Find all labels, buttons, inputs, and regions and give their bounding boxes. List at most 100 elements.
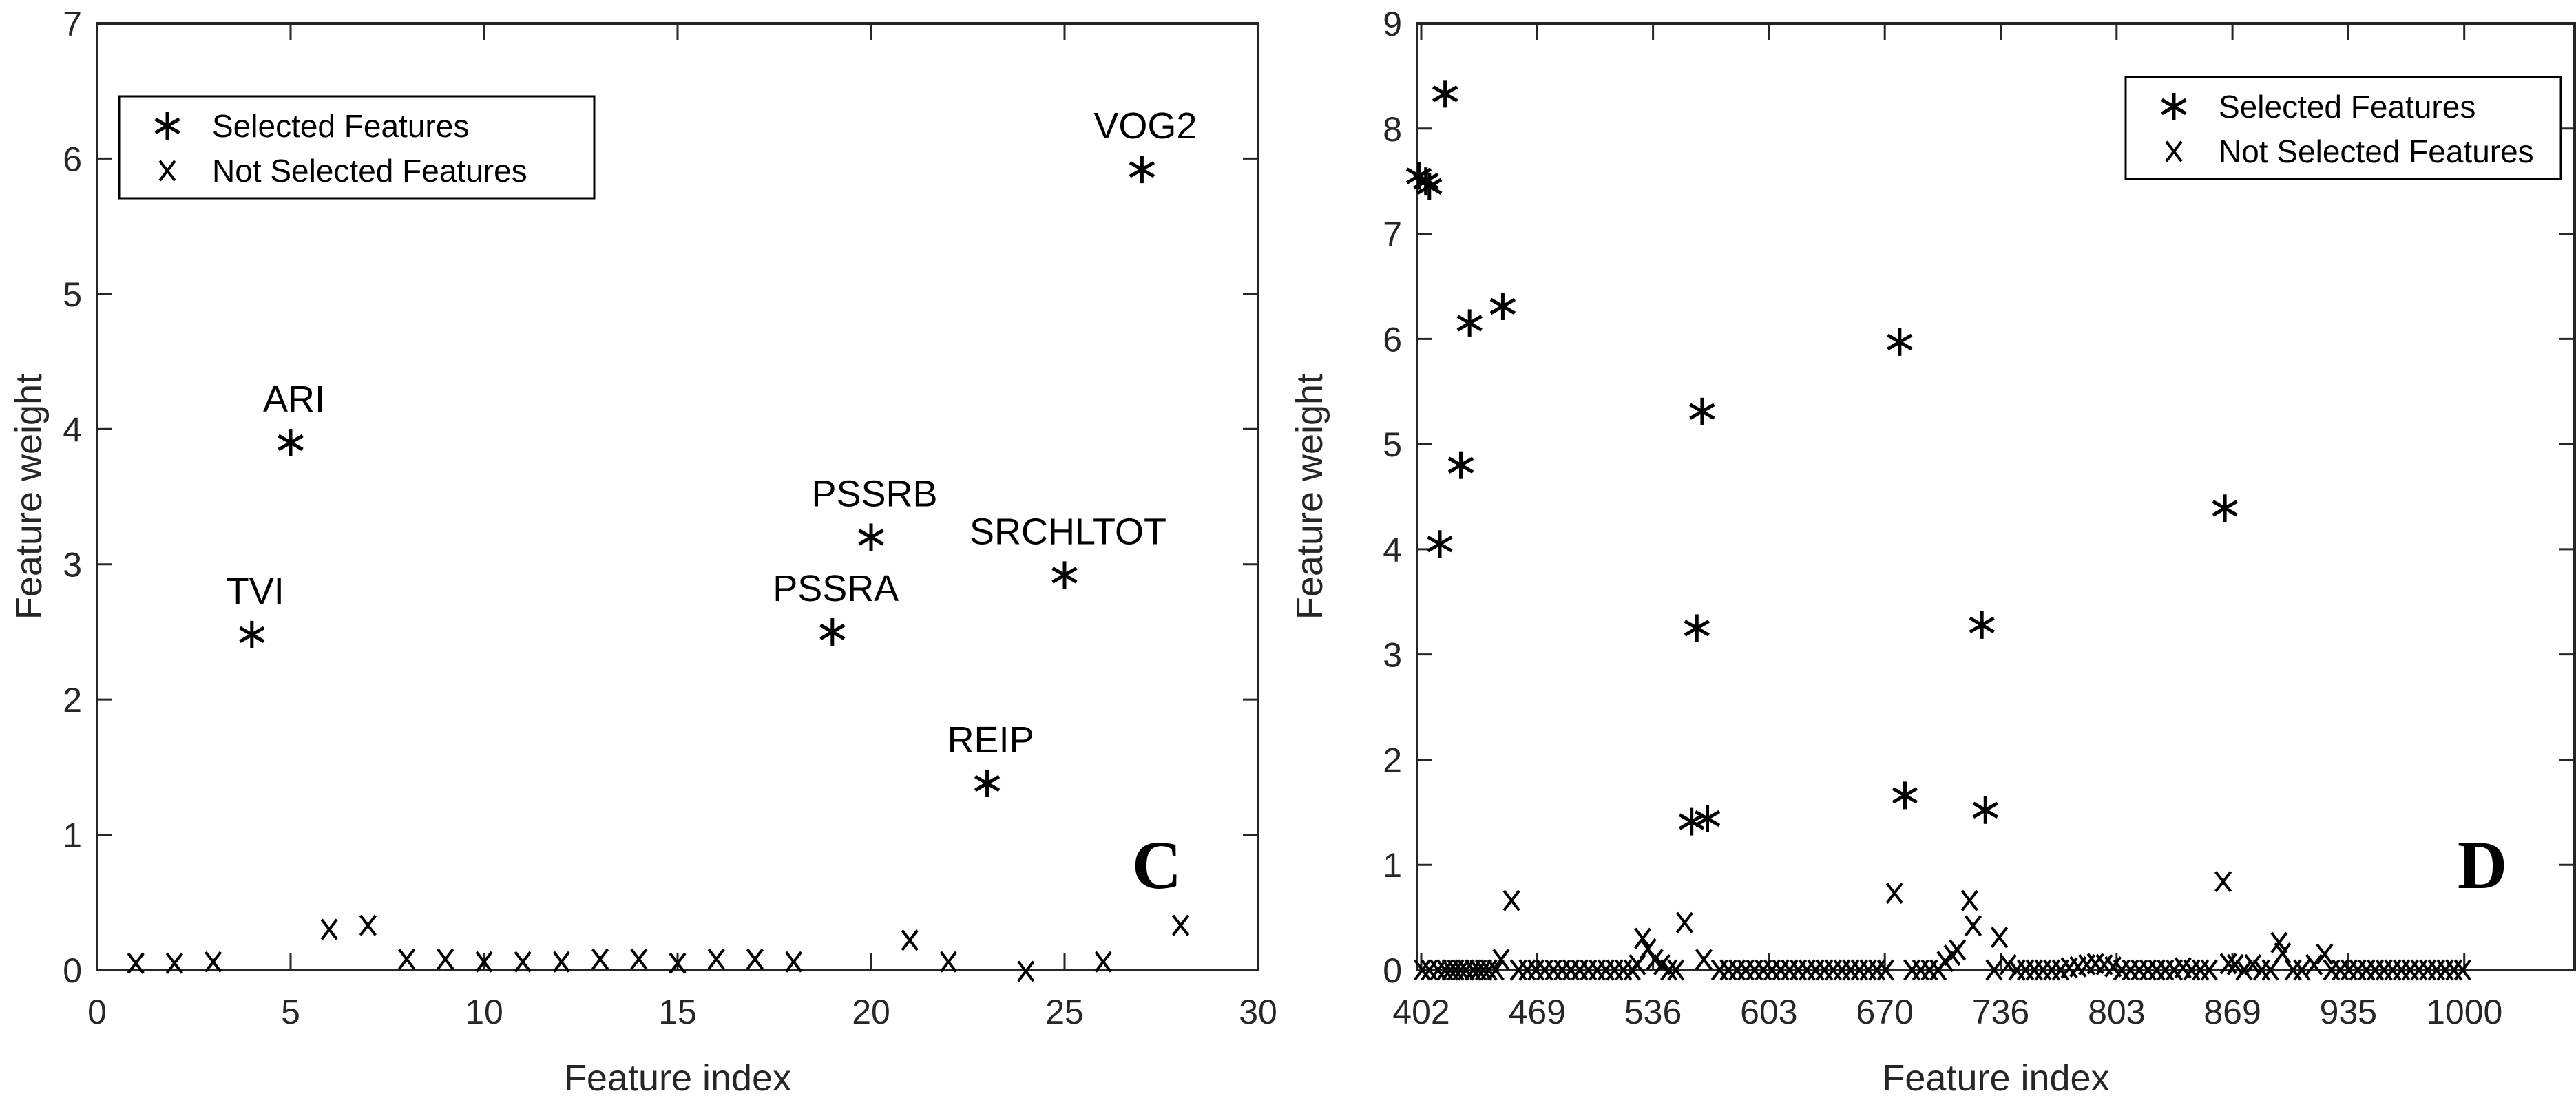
y-tick-label: 6 xyxy=(1383,320,1402,359)
not-selected-point xyxy=(2214,871,2232,893)
y-tick-label: 4 xyxy=(63,410,82,449)
y-tick-label: 5 xyxy=(1383,425,1402,464)
legend-label: Selected Features xyxy=(2219,89,2475,125)
selected-point xyxy=(858,523,884,551)
x-tick-label: 869 xyxy=(2203,993,2261,1031)
legend-not-selected-icon xyxy=(2165,140,2183,162)
point-annotation: PSSRB xyxy=(811,473,937,514)
y-tick-label: 5 xyxy=(63,275,82,314)
y-tick-label: 2 xyxy=(63,681,82,719)
not-selected-point xyxy=(939,951,957,973)
plot-frame xyxy=(1416,22,2576,971)
not-selected-point xyxy=(2274,942,2292,964)
not-selected-point xyxy=(1633,927,1652,949)
y-axis-label: Feature weight xyxy=(8,374,50,620)
y-tick-label: 7 xyxy=(1383,215,1402,254)
chart-d: 402 469 536 603 670 736 803 869 935 1000 0 1 2 3 4 5 6 7 8… xyxy=(1289,5,2576,1098)
x-tick-label: 0 xyxy=(87,993,107,1031)
legend-label: Selected Features xyxy=(212,108,469,144)
legend-label: Not Selected Features xyxy=(2219,134,2534,169)
x-tick-label: 603 xyxy=(1740,993,1797,1031)
not-selected-point xyxy=(1457,959,1475,981)
not-selected-point xyxy=(2453,959,2472,981)
legend-box xyxy=(2124,76,2562,180)
not-selected-point xyxy=(1502,889,1520,911)
selected-point xyxy=(1694,805,1721,832)
x-tick-label: 803 xyxy=(2088,993,2145,1031)
panel-label: D xyxy=(2458,827,2507,903)
point-annotation: TVI xyxy=(227,571,284,612)
x-tick-label: 25 xyxy=(1045,993,1084,1031)
not-selected-point xyxy=(1017,960,1035,982)
x-tick-label: 469 xyxy=(1509,993,1566,1031)
point-annotation: PSSRA xyxy=(773,568,899,609)
not-selected-point xyxy=(1480,959,1498,981)
y-tick-label: 6 xyxy=(63,140,82,178)
selected-point xyxy=(1051,561,1078,589)
not-selected-point xyxy=(1885,882,1903,904)
legend-box xyxy=(118,95,596,200)
x-tick-label: 15 xyxy=(658,993,697,1031)
x-axis-label: Feature index xyxy=(1882,1057,2109,1098)
selected-point xyxy=(1684,614,1710,642)
y-tick-label: 1 xyxy=(63,816,82,855)
selected-point xyxy=(1489,292,1516,320)
x-tick-label: 935 xyxy=(2320,993,2377,1031)
not-selected-point xyxy=(514,951,532,973)
not-selected-point xyxy=(2305,953,2323,975)
legend-selected-icon xyxy=(154,112,180,140)
selected-point xyxy=(974,769,1001,797)
point-annotation: VOG2 xyxy=(1093,105,1197,147)
selected-point xyxy=(1892,781,1918,810)
not-selected-point xyxy=(1172,914,1190,936)
not-selected-point xyxy=(1964,915,1982,937)
not-selected-point xyxy=(1492,949,1510,971)
y-tick-label: 3 xyxy=(1383,636,1402,675)
selected-point xyxy=(1969,611,1995,639)
not-selected-point xyxy=(1695,949,1713,971)
selected-point xyxy=(1456,309,1483,337)
not-selected-point xyxy=(205,951,222,973)
point-annotation: SRCHLTOT xyxy=(970,511,1166,552)
not-selected-point xyxy=(475,951,493,973)
not-selected-point xyxy=(1949,939,1967,961)
not-selected-point xyxy=(1094,951,1112,973)
x-axis-label: Feature index xyxy=(564,1057,791,1098)
not-selected-point xyxy=(1876,959,1895,981)
legend-label: Not Selected Features xyxy=(212,153,527,189)
not-selected-point xyxy=(1414,959,1432,981)
not-selected-point xyxy=(359,914,377,936)
not-selected-point xyxy=(2244,953,2262,975)
y-tick-label: 3 xyxy=(63,546,82,584)
not-selected-point xyxy=(2200,959,2218,981)
y-tick-label: 2 xyxy=(1383,741,1402,779)
not-selected-point xyxy=(165,952,183,974)
not-selected-point xyxy=(901,929,919,951)
not-selected-point xyxy=(437,948,454,970)
point-annotation: REIP xyxy=(947,719,1034,761)
selected-point xyxy=(278,428,304,456)
not-selected-point xyxy=(127,952,145,974)
not-selected-point xyxy=(2226,953,2244,975)
y-tick-label: 8 xyxy=(1383,110,1402,149)
selected-point xyxy=(1887,328,1913,356)
x-tick-label: 1000 xyxy=(2426,993,2502,1031)
selected-point xyxy=(239,620,265,648)
y-tick-label: 1 xyxy=(1383,846,1402,885)
selected-point xyxy=(1416,172,1443,200)
not-selected-point xyxy=(707,948,725,970)
not-selected-point xyxy=(669,952,687,974)
legend-not-selected-icon xyxy=(158,160,176,182)
not-selected-point xyxy=(320,918,338,940)
y-tick-label: 0 xyxy=(63,951,82,990)
x-tick-label: 30 xyxy=(1239,993,1277,1031)
point-annotation: ARI xyxy=(263,379,325,420)
not-selected-point xyxy=(1999,953,2017,975)
y-tick-label: 9 xyxy=(1383,5,1402,43)
not-selected-point xyxy=(746,948,764,970)
not-selected-point xyxy=(1675,911,1694,933)
selected-point xyxy=(2212,494,2238,522)
selected-point xyxy=(1679,807,1705,836)
y-tick-label: 7 xyxy=(63,5,82,43)
